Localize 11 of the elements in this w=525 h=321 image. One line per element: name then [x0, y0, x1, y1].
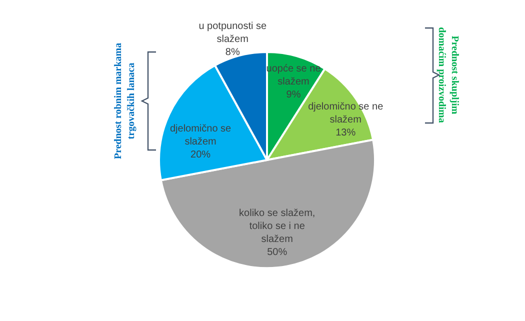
text: Prednost skupljim domaćim proizvodima [436, 27, 460, 123]
data-label: 13% [336, 128, 356, 139]
data-label: 50% [267, 247, 288, 258]
slice-label: koliko se slažem, toliko se i ne slažem [239, 208, 316, 246]
text: Prednost robnim markama trgovačkih lanaca [113, 42, 137, 160]
data-label: 8% [225, 47, 240, 58]
slice-label: djelomično se slažem [170, 124, 232, 148]
data-label: 20% [190, 150, 211, 161]
data-label: 9% [286, 90, 301, 101]
slice-label: u potpunosti se slažem [198, 21, 267, 46]
slice-label: djelomično se ne slažem [308, 102, 384, 126]
